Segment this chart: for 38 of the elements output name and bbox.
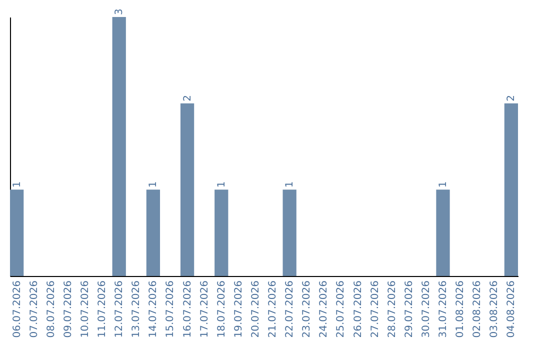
x-tick-label: 10.07.2026 bbox=[80, 280, 92, 338]
x-tick-label: 25.07.2026 bbox=[336, 280, 347, 338]
x-tick-label: 14.07.2026 bbox=[148, 280, 160, 338]
data-label: 1 bbox=[148, 181, 160, 188]
x-tick-label: 06.07.2026 bbox=[12, 280, 23, 338]
x-tick-label: 21.07.2026 bbox=[268, 280, 279, 338]
x-tick-label: 13.07.2026 bbox=[131, 280, 142, 338]
data-label: 1 bbox=[216, 181, 228, 188]
x-tick-label: 08.07.2026 bbox=[46, 280, 57, 338]
x-tick-label: 11.07.2026 bbox=[97, 280, 108, 338]
x-tick-label: 22.07.2026 bbox=[284, 280, 296, 338]
x-tick-label: 30.07.2026 bbox=[420, 280, 432, 338]
x-tick-label: 28.07.2026 bbox=[386, 280, 398, 338]
data-label: 1 bbox=[284, 181, 296, 188]
x-tick-label: 16.07.2026 bbox=[182, 280, 194, 338]
data-label: 2 bbox=[506, 94, 518, 102]
data-label: 1 bbox=[12, 181, 23, 188]
x-tick-label: 12.07.2026 bbox=[114, 280, 126, 338]
x-tick-label: 29.07.2026 bbox=[404, 280, 415, 338]
data-label: 2 bbox=[182, 94, 194, 102]
x-tick-label: 20.07.2026 bbox=[250, 280, 262, 338]
data-label: 3 bbox=[114, 8, 126, 15]
x-tick-label: 03.08.2026 bbox=[489, 280, 500, 338]
x-tick-label: 09.07.2026 bbox=[62, 280, 74, 338]
x-tick-label: 27.07.2026 bbox=[370, 280, 381, 338]
x-tick-label: 07.07.2026 bbox=[28, 280, 40, 338]
data-label: 1 bbox=[438, 181, 449, 188]
x-tick-label: 31.07.2026 bbox=[438, 280, 449, 338]
x-tick-label: 17.07.2026 bbox=[199, 280, 210, 338]
x-tick-label: 23.07.2026 bbox=[302, 280, 313, 338]
x-tick-label: 18.07.2026 bbox=[216, 280, 228, 338]
x-tick-label: 24.07.2026 bbox=[318, 280, 330, 338]
x-tick-label: 01.08.2026 bbox=[455, 280, 466, 338]
x-tick-label: 15.07.2026 bbox=[165, 280, 176, 338]
x-tick-label: 26.07.2026 bbox=[352, 280, 364, 338]
x-tick-label: 04.08.2026 bbox=[506, 280, 518, 338]
x-tick-label: 02.08.2026 bbox=[472, 280, 484, 338]
x-tick-label: 19.07.2026 bbox=[233, 280, 244, 338]
